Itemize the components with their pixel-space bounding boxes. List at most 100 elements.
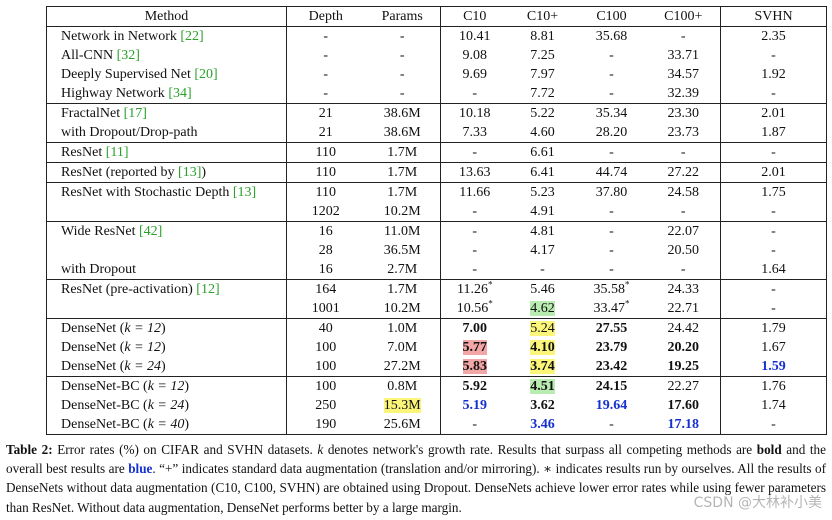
depth-cell: 100 xyxy=(287,338,365,357)
c10-cell: 5.83 xyxy=(440,357,509,377)
c10p-cell: 7.97 xyxy=(509,65,577,84)
table-row: DenseNet (k = 12) 40 1.0M 7.00 5.24 27.55 24.4… xyxy=(46,318,827,339)
depth-cell: 110 xyxy=(287,183,365,203)
method-name: Highway Network xyxy=(61,85,169,101)
c10p-value: 5.23 xyxy=(530,184,555,200)
params-value: - xyxy=(399,47,405,63)
c10p-value: 4.91 xyxy=(530,203,555,219)
params-value: 1.7M xyxy=(387,144,418,160)
svhn-value: 1.74 xyxy=(761,397,786,413)
svhn-value: 1.59 xyxy=(761,358,786,374)
citation-link[interactable]: [22] xyxy=(180,28,204,44)
c10-value: 5.83 xyxy=(462,358,487,374)
citation-link[interactable]: [13] xyxy=(232,184,257,200)
citation-link[interactable]: [17] xyxy=(123,105,147,121)
svhn-value: 1.67 xyxy=(761,339,786,355)
params-cell: 38.6M xyxy=(364,103,441,123)
table-body: Network in Network [22] - - 10.41 8.81 35.68 -… xyxy=(46,26,827,435)
c10-value: 10.41 xyxy=(459,28,491,44)
method-suffix: ) xyxy=(184,416,190,432)
params-value: 10.2M xyxy=(383,203,421,219)
c10p-cell: 5.24 xyxy=(509,319,577,339)
svhn-value: 1.75 xyxy=(761,184,786,200)
col-header-svhn: SVHN xyxy=(720,6,827,27)
table-row: Wide ResNet [42] 16 11.0M - 4.81 - 22.07 - xyxy=(46,221,827,241)
c10p-value: 7.97 xyxy=(530,66,555,82)
svhn-value: - xyxy=(771,203,776,219)
depth-cell: - xyxy=(286,84,365,104)
depth-value: 28 xyxy=(318,242,333,258)
c10-value: 10.56* xyxy=(456,297,493,316)
citation-link[interactable]: [12] xyxy=(196,281,220,297)
params-cell: - xyxy=(364,26,441,46)
table-row: ResNet [11] 110 1.7M - 6.61 - - - xyxy=(46,142,827,163)
params-cell: 15.3M xyxy=(364,396,441,415)
c100p-cell: 24.58 xyxy=(646,182,721,202)
table-row: ResNet with Stochastic Depth [13] 110 1.7M… xyxy=(46,182,827,203)
c10-value: 5.92 xyxy=(462,378,488,394)
table-row: DenseNet-BC (k = 40) 190 25.6M - 3.46 - 17.18 - xyxy=(46,415,827,435)
citation-link[interactable]: [42] xyxy=(138,223,163,239)
citation-link[interactable]: [20] xyxy=(194,66,218,82)
c100p-cell: 17.60 xyxy=(646,396,721,415)
params-value: 27.2M xyxy=(383,358,421,374)
c10p-cell: 3.62 xyxy=(509,396,577,415)
depth-value: - xyxy=(323,47,329,63)
method-cell xyxy=(46,299,287,319)
depth-value: 250 xyxy=(315,397,337,413)
c100p-cell: - xyxy=(646,142,721,163)
method-cell: with Dropout/Drop-path xyxy=(46,123,287,143)
method-suffix: ) xyxy=(201,164,207,180)
method-cell xyxy=(46,202,287,222)
c100p-cell: 24.33 xyxy=(646,279,721,299)
c10-value: - xyxy=(472,416,478,432)
method-name: ResNet (reported by xyxy=(61,164,179,180)
c10p-value: 4.10 xyxy=(530,339,555,355)
c100-cell: 44.74 xyxy=(576,162,647,183)
params-value: 36.5M xyxy=(383,242,421,258)
caption-fragment: and the overall best results are xyxy=(6,442,827,477)
params-cell: 10.2M xyxy=(364,202,441,222)
c10p-value: 3.74 xyxy=(530,358,555,374)
c10p-cell: 7.25 xyxy=(509,46,577,65)
citation-link[interactable]: [32] xyxy=(116,47,140,63)
asterisk-mark: * xyxy=(488,297,493,308)
c10-cell: - xyxy=(440,260,509,280)
depth-value: 110 xyxy=(315,184,336,200)
c10-value: 9.69 xyxy=(462,66,488,82)
citation-link[interactable]: [13] xyxy=(178,164,202,180)
depth-value: 1202 xyxy=(311,203,340,219)
params-cell: 36.5M xyxy=(364,241,441,260)
depth-value: - xyxy=(323,28,329,44)
depth-value: 100 xyxy=(315,358,337,374)
params-cell: 27.2M xyxy=(364,357,441,377)
method-cell: DenseNet-BC (k = 24) xyxy=(46,396,287,415)
caption-fragment: blue xyxy=(128,461,153,477)
svhn-cell: 2.35 xyxy=(721,27,827,47)
c100-value: 24.15 xyxy=(595,378,628,394)
c10-cell: - xyxy=(441,415,509,435)
depth-cell: 110 xyxy=(286,142,365,163)
c100-cell: - xyxy=(576,260,647,280)
c100p-value: 22.71 xyxy=(667,300,700,316)
asterisk-mark: * xyxy=(625,278,630,289)
c10p-cell: 7.72 xyxy=(508,84,577,104)
svhn-cell: 2.01 xyxy=(721,104,827,124)
table-row: DenseNet-BC (k = 24) 250 15.3M 5.19 3.62 19.6… xyxy=(46,396,827,415)
caption-fragment: bold xyxy=(756,442,782,457)
citation-link[interactable]: [34] xyxy=(168,85,192,101)
c10p-cell: 8.81 xyxy=(509,27,577,47)
svhn-cell: - xyxy=(721,241,827,260)
growth-rate: k = 40 xyxy=(147,416,185,432)
c100-cell: 28.20 xyxy=(576,123,647,143)
depth-value: 164 xyxy=(315,281,337,297)
c100p-cell: 22.07 xyxy=(646,221,721,241)
citation-link[interactable]: [11] xyxy=(105,144,129,160)
params-value: 1.7M xyxy=(387,184,418,200)
c100-value: 27.55 xyxy=(595,320,628,336)
c100-cell: 24.15 xyxy=(577,377,647,397)
c10-cell: 7.00 xyxy=(441,319,509,339)
c100p-value: - xyxy=(680,203,686,219)
svhn-value: 1.87 xyxy=(761,124,786,140)
table-row: DenseNet (k = 24) 100 27.2M 5.83 3.74 23.42 19… xyxy=(46,357,827,377)
